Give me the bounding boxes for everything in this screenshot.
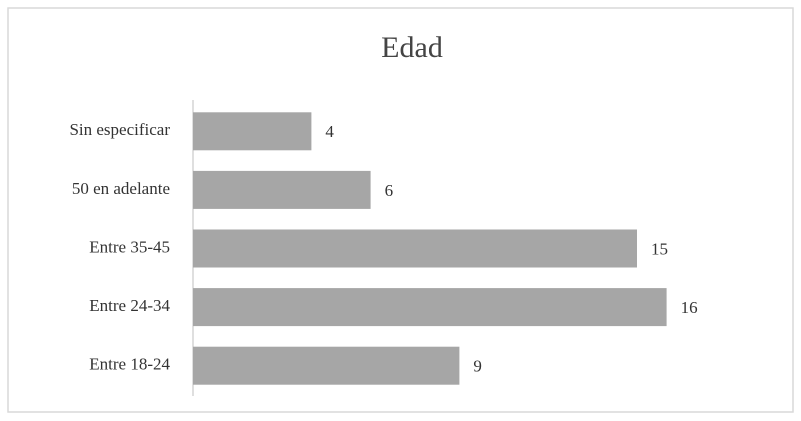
bar xyxy=(193,229,637,268)
bar xyxy=(193,288,667,327)
value-label: 4 xyxy=(325,122,334,141)
bar xyxy=(193,346,460,385)
value-label: 6 xyxy=(385,181,394,200)
chart-title: Edad xyxy=(381,31,443,64)
value-label: 9 xyxy=(473,357,482,376)
category-label: Entre 35-45 xyxy=(89,237,170,256)
value-label: 16 xyxy=(681,298,698,317)
category-label: 50 en adelante xyxy=(72,179,170,198)
value-label: 15 xyxy=(651,239,668,258)
category-label: Entre 18-24 xyxy=(89,355,170,374)
bar xyxy=(193,112,312,151)
bar xyxy=(193,170,371,209)
category-label: Entre 24-34 xyxy=(89,296,170,315)
category-label: Sin especificar xyxy=(69,120,170,139)
chart-frame xyxy=(7,7,794,413)
